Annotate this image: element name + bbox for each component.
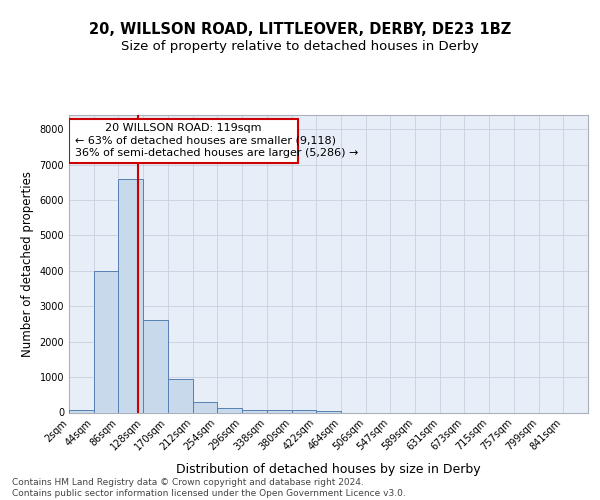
Bar [168,379,193,412]
Bar [292,410,316,412]
Bar [242,410,267,412]
Bar [217,408,242,412]
Bar [193,402,217,412]
Text: ← 63% of detached houses are smaller (9,118): ← 63% of detached houses are smaller (9,… [75,136,336,145]
Bar [143,320,168,412]
Text: 20, WILLSON ROAD, LITTLEOVER, DERBY, DE23 1BZ: 20, WILLSON ROAD, LITTLEOVER, DERBY, DE2… [89,22,511,38]
Text: Size of property relative to detached houses in Derby: Size of property relative to detached ho… [121,40,479,53]
Bar [94,271,118,412]
Bar [118,179,143,412]
FancyBboxPatch shape [69,118,298,163]
Text: Contains HM Land Registry data © Crown copyright and database right 2024.
Contai: Contains HM Land Registry data © Crown c… [12,478,406,498]
Text: 36% of semi-detached houses are larger (5,286) →: 36% of semi-detached houses are larger (… [75,148,358,158]
Bar [267,410,292,412]
X-axis label: Distribution of detached houses by size in Derby: Distribution of detached houses by size … [176,464,481,476]
Text: 20 WILLSON ROAD: 119sqm: 20 WILLSON ROAD: 119sqm [105,123,262,133]
Bar [69,410,94,412]
Bar [316,410,341,412]
Y-axis label: Number of detached properties: Number of detached properties [21,171,34,357]
